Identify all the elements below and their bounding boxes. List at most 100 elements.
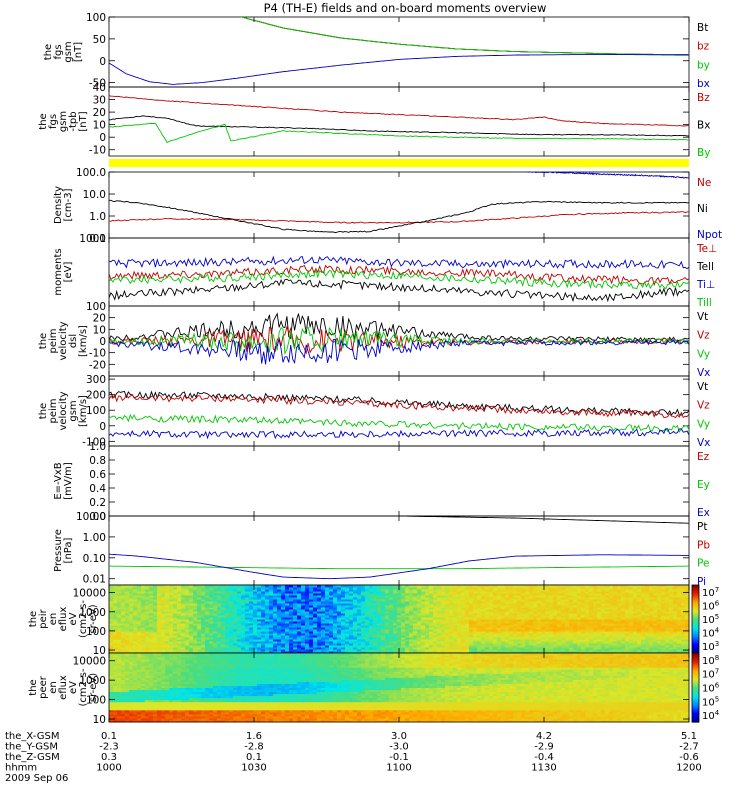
- spectrogram-cell: [517, 593, 522, 596]
- spectrogram-cell: [201, 603, 206, 606]
- spectrogram-cell: [429, 643, 434, 646]
- spectrogram-cell: [281, 637, 286, 640]
- spectrogram-cell: [641, 627, 646, 630]
- spectrogram-cell: [149, 603, 154, 606]
- spectrogram-cell: [385, 585, 390, 588]
- spectrogram-cell: [197, 623, 202, 626]
- spectrogram-cell: [513, 587, 518, 590]
- spectrogram-cell: [637, 651, 642, 654]
- spectrogram-cell: [213, 637, 218, 640]
- spectrogram-cell: [245, 589, 250, 592]
- spectrogram-cell: [525, 631, 530, 634]
- spectrogram-cell: [473, 639, 478, 642]
- spectrogram-cell: [537, 601, 542, 604]
- spectrogram-cell: [549, 617, 554, 620]
- spectrogram-cell: [153, 593, 158, 596]
- spectrogram-cell: [241, 593, 246, 596]
- spectrogram-cell: [601, 649, 606, 652]
- spectrogram-cell: [369, 609, 374, 612]
- spectrogram-cell: [409, 633, 414, 636]
- spectrogram-cell: [373, 611, 378, 614]
- spectrogram-cell: [393, 615, 398, 618]
- spectrogram-cell: [145, 611, 150, 614]
- spectrogram-cell: [349, 619, 354, 622]
- spectrogram-cell: [433, 641, 438, 644]
- spectrogram-cell: [417, 623, 422, 626]
- spectrogram-cell: [281, 619, 286, 622]
- spectrogram-cell: [657, 595, 662, 598]
- spectrogram-cell: [617, 599, 622, 602]
- spectrogram-cell: [593, 589, 598, 592]
- spectrogram-cell: [501, 633, 506, 636]
- spectrogram-cell: [533, 625, 538, 628]
- spectrogram-cell: [109, 627, 114, 630]
- spectrogram-cell: [337, 621, 342, 624]
- spectrogram-cell: [625, 617, 630, 620]
- spectrogram-cell: [253, 623, 258, 626]
- spectrogram-cell: [633, 623, 638, 626]
- spectrogram-cell: [221, 591, 226, 594]
- spectrogram-cell: [249, 595, 254, 598]
- spectrogram-cell: [129, 613, 134, 616]
- spectrogram-cell: [629, 629, 634, 632]
- spectrogram-cell: [357, 613, 362, 616]
- spectrogram-cell: [157, 597, 162, 600]
- spectrogram-cell: [229, 641, 234, 644]
- spectrogram-cell: [573, 637, 578, 640]
- spectrogram-cell: [161, 605, 166, 608]
- spectrogram-cell: [301, 629, 306, 632]
- spectrogram-cell: [225, 639, 230, 642]
- spectrogram-cell: [437, 631, 442, 634]
- spectrogram-cell: [637, 619, 642, 622]
- spectrogram-cell: [585, 601, 590, 604]
- series-group: [109, 172, 689, 234]
- spectrogram-cell: [421, 643, 426, 646]
- spectrogram-cell: [401, 603, 406, 606]
- spectrogram-cell: [109, 589, 114, 592]
- spectrogram-cell: [505, 595, 510, 598]
- spectrogram-cell: [593, 601, 598, 604]
- spectrogram-cell: [377, 585, 382, 588]
- spectrogram-cell: [241, 589, 246, 592]
- spectrogram-cell: [433, 591, 438, 594]
- spectrogram-cell: [181, 639, 186, 642]
- spectrogram-cell: [633, 627, 638, 630]
- spectrogram-cell: [309, 613, 314, 616]
- spectrogram-cell: [501, 627, 506, 630]
- spectrogram-cell: [305, 635, 310, 638]
- spectrogram-cell: [145, 615, 150, 618]
- spectrogram-cell: [221, 605, 226, 608]
- spectrogram-cell: [577, 641, 582, 644]
- spectrogram-cell: [457, 585, 462, 588]
- spectrogram-cell: [121, 603, 126, 606]
- spectrogram-cell: [161, 609, 166, 612]
- spectrogram-cell: [341, 625, 346, 628]
- spectrogram-cell: [633, 619, 638, 622]
- spectrogram-cell: [533, 585, 538, 588]
- spectrogram-cell: [661, 641, 666, 644]
- spectrogram-cell: [649, 625, 654, 628]
- series-line-Te⊥: [109, 264, 689, 287]
- spectrogram-cell: [545, 645, 550, 648]
- spectrogram-cell: [665, 623, 670, 626]
- spectrogram-cell: [509, 611, 514, 614]
- spectrogram-cell: [193, 605, 198, 608]
- y-tick-label: 20: [93, 107, 106, 119]
- spectrogram-cell: [369, 593, 374, 596]
- spectrogram-cell: [405, 625, 410, 628]
- spectrogram-cell: [553, 601, 558, 604]
- spectrogram-cell: [369, 633, 374, 636]
- spectrogram-cell: [225, 647, 230, 650]
- spectrogram-cell: [293, 625, 298, 628]
- spectrogram-cell: [665, 605, 670, 608]
- spectrogram-cell: [629, 649, 634, 652]
- spectrogram-cell: [345, 613, 350, 616]
- spectrogram-cell: [493, 595, 498, 598]
- spectrogram-cell: [557, 611, 562, 614]
- spectrogram-cell: [653, 621, 658, 624]
- spectrogram-cell: [273, 623, 278, 626]
- spectrogram-cell: [513, 585, 518, 588]
- spectrogram-cell: [341, 647, 346, 650]
- spectrogram-cell: [433, 619, 438, 622]
- spectrogram-cell: [661, 593, 666, 596]
